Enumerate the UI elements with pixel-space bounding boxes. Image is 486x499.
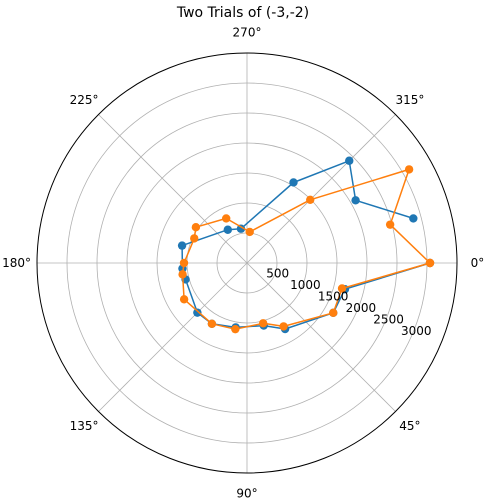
theta-grid-line [246,262,396,412]
series-2-point [178,270,187,279]
series-2-point [385,220,395,229]
chart-title: Two Trials of (-3,-2) [176,5,310,21]
r-tick-label: 2000 [346,301,377,315]
series-2-line [181,168,431,330]
series-2-point [179,258,189,268]
series-layer [177,156,435,334]
series-2-point [279,322,288,331]
series-1-line [181,160,431,330]
theta-tick-label: 225° [70,93,99,107]
theta-grid-line [98,262,248,412]
series-2-point [190,234,199,243]
theta-tick-label: 315° [395,93,424,107]
series-1-point [236,224,246,233]
series-2-point [306,195,315,204]
series-1-point [223,225,232,234]
r-tick-label: 2500 [373,312,404,326]
series-1-point [193,308,202,317]
theta-tick-label: 90° [236,486,257,499]
grid-layer [36,52,458,474]
series-1-point [409,214,418,223]
theta-grid-line [246,114,396,264]
series-2-point [258,319,268,328]
series-2-point [207,319,217,328]
series-2-point [329,308,338,317]
theta-tick-label: 180° [2,256,31,270]
series-1-point [177,241,187,250]
r-tick-label: 500 [266,266,289,280]
series-2-point [191,223,201,232]
series-2-point [231,324,240,334]
theta-tick-label: 135° [70,419,99,433]
r-tick-label: 1500 [318,289,349,303]
series-1-point [351,196,360,205]
series-1-point [345,156,354,165]
theta-tick-label: 45° [399,419,420,433]
theta-grid-line [98,114,248,264]
series-2-point [425,258,435,268]
r-tick-label: 3000 [401,324,432,338]
theta-tick-label: 0° [471,256,485,270]
series-2-point [337,284,347,293]
label-layer: 0°45°90°135°180°225°270°315°500100015002… [2,26,484,499]
theta-tick-label: 270° [233,26,262,40]
series-1-point [289,178,298,187]
polar-spine [36,52,458,474]
series-2-point [245,227,254,237]
series-2-point [179,295,189,304]
series-2-point [222,214,231,223]
series-2-point [404,165,414,174]
r-tick-label: 1000 [290,278,321,292]
